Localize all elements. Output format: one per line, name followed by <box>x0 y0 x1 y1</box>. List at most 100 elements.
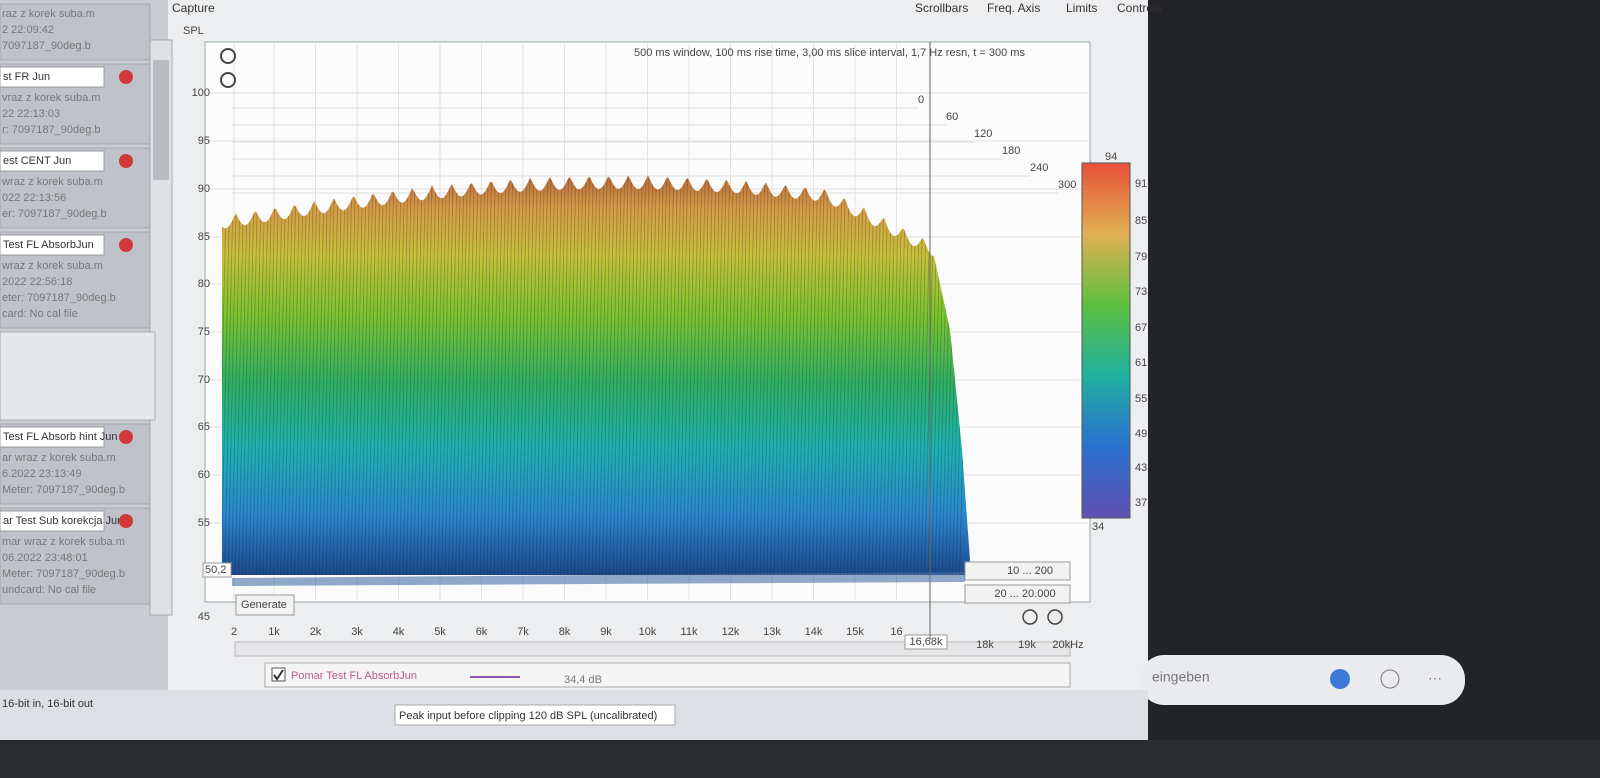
x-tick-label: 3k <box>351 626 363 638</box>
ridge-line <box>651 189 660 575</box>
ridge-line <box>346 198 356 575</box>
ridge-line <box>311 211 321 575</box>
status-divider <box>394 704 676 726</box>
remove-icon[interactable] <box>119 514 133 528</box>
zoom-in-x[interactable] <box>1047 609 1063 625</box>
measurement-info: 2 22:09:42 <box>2 24 54 36</box>
ridge-line <box>500 181 510 575</box>
ridge-line <box>637 180 646 575</box>
zoom-out[interactable] <box>220 72 236 88</box>
name-field[interactable] <box>0 426 105 448</box>
ridge-line <box>437 194 447 575</box>
ridge-line <box>430 197 440 575</box>
ridge-line <box>756 184 765 575</box>
taskbar <box>0 740 1600 778</box>
menu-item[interactable]: Capture <box>172 1 215 15</box>
generate-button[interactable] <box>235 594 295 616</box>
ridge-line <box>763 193 772 575</box>
ridge-line <box>395 202 405 575</box>
ridge-line <box>567 187 576 575</box>
noise-floor <box>232 572 965 586</box>
remove-icon[interactable] <box>119 70 133 84</box>
ridge-line <box>308 205 317 575</box>
ridge-line <box>927 255 937 575</box>
name-field[interactable] <box>0 66 105 88</box>
time-tick-label: 180 <box>1002 145 1020 157</box>
ridge-line <box>766 196 776 575</box>
measurement-info: raz z korek suba.m <box>2 8 95 20</box>
search-box[interactable] <box>1140 655 1465 705</box>
ridge-line <box>497 188 506 575</box>
ridge-line <box>476 192 485 575</box>
ridge-line <box>812 196 821 575</box>
time-range-box[interactable] <box>964 561 1071 581</box>
ridge-line <box>483 181 492 575</box>
ridge-line <box>493 192 503 575</box>
measurement-panel[interactable] <box>0 3 151 61</box>
ridge-line <box>868 225 877 575</box>
ridge-line <box>822 202 832 575</box>
ridge-line <box>679 177 688 575</box>
menu-item[interactable]: Scrollbars <box>915 1 968 15</box>
colorbar-label: 37 <box>1135 497 1147 509</box>
ridge-line <box>458 190 468 575</box>
measurement-name: Test FL AbsorbJun <box>3 239 94 251</box>
x-tick-label: 12k <box>722 626 740 638</box>
ridge-line <box>878 225 888 575</box>
remove-icon[interactable] <box>119 154 133 168</box>
zoom-in[interactable] <box>220 48 236 64</box>
ridge-line <box>462 183 471 575</box>
ridge-line <box>710 191 720 575</box>
ridge-line <box>808 200 818 575</box>
name-field[interactable] <box>0 150 105 172</box>
freq-range-box[interactable] <box>964 584 1071 604</box>
measurement-info: er: 7097187_90deg.b <box>2 208 107 220</box>
time-tick-label: 120 <box>974 128 992 140</box>
ridge-line <box>759 186 769 575</box>
ridge-line <box>707 191 716 575</box>
ridge-line <box>325 198 335 575</box>
remove-icon[interactable] <box>119 238 133 252</box>
ridge-line <box>798 189 807 575</box>
ridge-line <box>357 206 366 575</box>
ridge-line <box>542 179 552 575</box>
colorbar-label: 73 <box>1135 286 1147 298</box>
y-tick-label: 85 <box>198 231 210 243</box>
ridge-line <box>829 205 839 575</box>
ridge-line <box>441 188 450 575</box>
ridge-line <box>661 181 671 575</box>
ridge-line <box>917 244 926 575</box>
copilot-icon[interactable] <box>1330 669 1350 689</box>
y-tick-label: 90 <box>198 183 210 195</box>
ridge-line <box>854 209 863 575</box>
remove-icon[interactable] <box>119 430 133 444</box>
help-icon[interactable] <box>1380 669 1400 689</box>
ridge-line <box>416 198 426 575</box>
colorbar-label: 34 <box>1092 521 1104 533</box>
legend-checkbox[interactable] <box>271 667 286 682</box>
ridge-line <box>378 202 387 575</box>
x-scrollbar[interactable] <box>234 641 1071 657</box>
ridge-line <box>262 215 272 575</box>
menu-item[interactable]: Limits <box>1066 1 1097 15</box>
colorbar-label: 49 <box>1135 428 1147 440</box>
ridge-line <box>563 181 573 575</box>
ridge-line <box>665 187 674 575</box>
name-field[interactable] <box>0 234 105 256</box>
ridge-line <box>826 206 835 575</box>
x-tick-label: 9k <box>600 626 612 638</box>
ridge-line <box>938 255 947 575</box>
ridge-line <box>234 224 244 575</box>
menu-item[interactable]: Controls <box>1117 1 1162 15</box>
scroll-thumb[interactable] <box>153 60 169 180</box>
ridge-line <box>714 186 723 575</box>
colorbar-label: 85 <box>1135 215 1147 227</box>
zoom-out-x[interactable] <box>1022 609 1038 625</box>
ridge-line <box>626 187 636 575</box>
menu-item[interactable]: Freq. Axis <box>987 1 1040 15</box>
ridge-line <box>413 200 422 575</box>
ridge-line <box>381 196 391 575</box>
name-field[interactable] <box>0 510 105 532</box>
ridge-line <box>693 187 702 575</box>
